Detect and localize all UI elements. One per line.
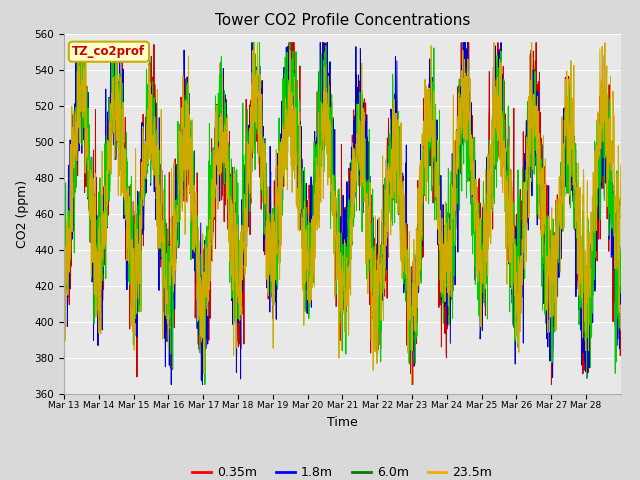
Legend: 0.35m, 1.8m, 6.0m, 23.5m: 0.35m, 1.8m, 6.0m, 23.5m [188,461,497,480]
Title: Tower CO2 Profile Concentrations: Tower CO2 Profile Concentrations [214,13,470,28]
Y-axis label: CO2 (ppm): CO2 (ppm) [16,180,29,248]
Text: TZ_co2prof: TZ_co2prof [72,45,145,58]
X-axis label: Time: Time [327,416,358,429]
